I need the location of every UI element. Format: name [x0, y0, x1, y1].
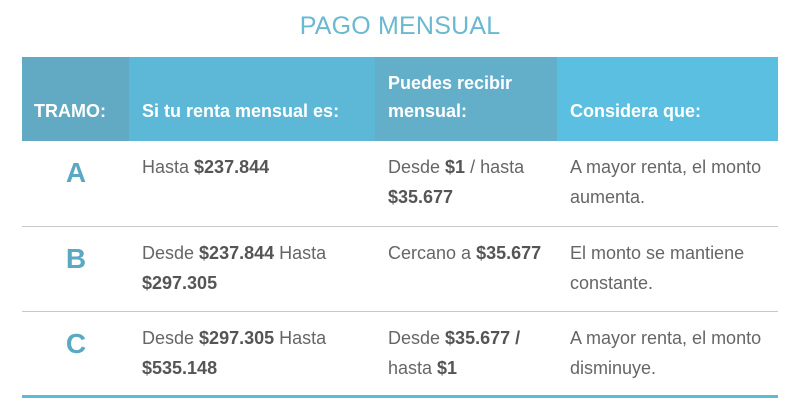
amount: $297.305	[199, 327, 275, 348]
text-segment: Hasta	[274, 242, 327, 263]
considera-cell: A mayor renta, el monto disminuye.	[557, 311, 778, 398]
text-segment: Hasta	[142, 157, 195, 177]
text-segment: Cercano a	[388, 242, 477, 263]
amount: $297.305	[142, 272, 218, 293]
amount: $35.677	[476, 242, 542, 263]
recibir-cell: Desde $1 / hasta $35.677	[375, 141, 557, 227]
table-row: A Hasta $237.844 Desde $1 / hasta $35.677 A…	[22, 141, 778, 227]
renta-cell: Desde $297.305 Hasta $535.148	[129, 311, 375, 398]
table-row: C Desde $297.305 Hasta $535.148 Desde $35.…	[22, 311, 778, 398]
recibir-cell: Cercano a $35.677	[375, 226, 557, 312]
amount: $535.148	[142, 357, 218, 378]
table-header-row: TRAMO: Si tu renta mensual es: Puedes re…	[22, 57, 778, 141]
amount: $35.677 /	[445, 327, 521, 348]
header-renta: Si tu renta mensual es:	[129, 57, 375, 141]
text-segment: Desde	[388, 157, 446, 177]
amount: $35.677	[388, 187, 454, 207]
tramo-letter: A	[22, 141, 129, 227]
page-title: PAGO MENSUAL	[299, 12, 501, 40]
tramo-letter: B	[22, 226, 129, 312]
header-recibir: Puedes recibir mensual:	[375, 57, 557, 141]
text-segment: Desde	[388, 327, 446, 348]
amount: $1	[445, 157, 466, 177]
amount: $237.844	[199, 242, 275, 263]
text-segment: Hasta	[274, 327, 327, 348]
renta-cell: Desde $237.844 Hasta $297.305	[129, 226, 375, 312]
header-considera: Considera que:	[557, 57, 778, 141]
recibir-cell: Desde $35.677 / hasta $1	[375, 311, 557, 398]
table-row: B Desde $237.844 Hasta $297.305 Cercano a …	[22, 226, 778, 312]
amount: $1	[437, 357, 458, 378]
renta-cell: Hasta $237.844	[129, 141, 375, 227]
considera-cell: A mayor renta, el monto aumenta.	[557, 141, 778, 227]
tramo-letter: C	[22, 311, 129, 398]
text-segment: / hasta	[465, 157, 525, 177]
payment-table: TRAMO: Si tu renta mensual es: Puedes re…	[22, 57, 778, 398]
header-tramo: TRAMO:	[22, 57, 129, 141]
text-segment: Desde	[142, 327, 200, 348]
text-segment: hasta	[388, 357, 438, 378]
text-segment: Desde	[142, 242, 200, 263]
amount: $237.844	[194, 157, 270, 177]
considera-cell: El monto se mantiene constante.	[557, 226, 778, 312]
